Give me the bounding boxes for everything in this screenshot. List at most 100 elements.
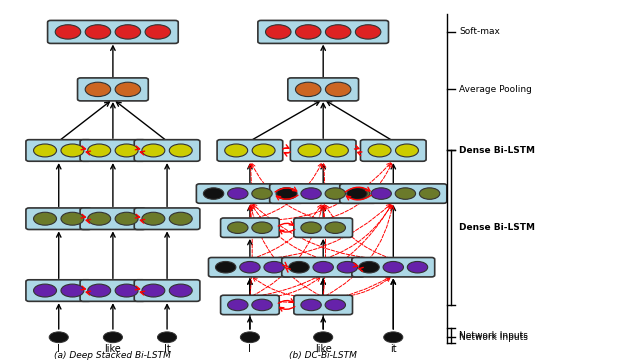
FancyBboxPatch shape	[294, 295, 353, 315]
Circle shape	[337, 261, 358, 273]
Circle shape	[325, 82, 351, 97]
FancyBboxPatch shape	[77, 78, 148, 101]
Circle shape	[240, 261, 260, 273]
Text: like: like	[104, 344, 121, 354]
FancyBboxPatch shape	[269, 184, 377, 203]
Circle shape	[103, 332, 122, 343]
FancyBboxPatch shape	[352, 257, 435, 277]
Circle shape	[301, 222, 321, 233]
FancyBboxPatch shape	[291, 140, 356, 161]
Text: It: It	[164, 344, 170, 354]
FancyBboxPatch shape	[134, 208, 200, 230]
Circle shape	[301, 188, 321, 199]
FancyBboxPatch shape	[47, 20, 178, 43]
Circle shape	[276, 188, 297, 199]
FancyBboxPatch shape	[209, 257, 291, 277]
FancyBboxPatch shape	[221, 218, 279, 237]
Circle shape	[296, 25, 321, 39]
Circle shape	[252, 299, 272, 311]
Text: it: it	[390, 344, 397, 354]
FancyBboxPatch shape	[360, 140, 426, 161]
Circle shape	[325, 144, 348, 157]
FancyBboxPatch shape	[221, 295, 279, 315]
Circle shape	[395, 188, 415, 199]
FancyBboxPatch shape	[80, 280, 146, 301]
Circle shape	[298, 144, 321, 157]
Circle shape	[359, 261, 380, 273]
Circle shape	[115, 144, 138, 157]
Circle shape	[349, 188, 370, 199]
Circle shape	[170, 212, 192, 225]
Circle shape	[313, 261, 333, 273]
Text: I: I	[248, 344, 252, 354]
Circle shape	[228, 222, 248, 233]
Circle shape	[142, 212, 165, 225]
Circle shape	[371, 188, 392, 199]
Circle shape	[115, 284, 138, 297]
Circle shape	[368, 144, 391, 157]
Circle shape	[157, 332, 177, 343]
Circle shape	[264, 261, 284, 273]
Circle shape	[204, 188, 224, 199]
Text: Soft-max: Soft-max	[459, 28, 500, 37]
Circle shape	[228, 188, 248, 199]
Circle shape	[301, 299, 321, 311]
Circle shape	[115, 25, 141, 39]
Text: Network Inputs: Network Inputs	[459, 333, 528, 342]
FancyBboxPatch shape	[26, 140, 92, 161]
Text: Dense Bi-LSTM: Dense Bi-LSTM	[459, 223, 535, 232]
Circle shape	[115, 82, 141, 97]
Text: Network Inputs: Network Inputs	[459, 331, 528, 340]
Circle shape	[170, 284, 192, 297]
Circle shape	[170, 144, 192, 157]
Circle shape	[33, 284, 56, 297]
Text: like: like	[315, 344, 332, 354]
Circle shape	[266, 25, 291, 39]
Circle shape	[61, 284, 84, 297]
FancyBboxPatch shape	[80, 208, 146, 230]
Circle shape	[325, 222, 346, 233]
Circle shape	[61, 212, 84, 225]
Circle shape	[252, 188, 272, 199]
FancyBboxPatch shape	[80, 140, 146, 161]
Circle shape	[407, 261, 428, 273]
Circle shape	[241, 332, 259, 343]
Circle shape	[325, 188, 346, 199]
Text: Dense Bi-LSTM: Dense Bi-LSTM	[459, 146, 535, 155]
Circle shape	[55, 25, 81, 39]
Circle shape	[33, 144, 56, 157]
Circle shape	[252, 144, 275, 157]
FancyBboxPatch shape	[134, 140, 200, 161]
Circle shape	[88, 144, 111, 157]
Circle shape	[85, 82, 111, 97]
Circle shape	[88, 212, 111, 225]
Circle shape	[252, 222, 272, 233]
Circle shape	[216, 261, 236, 273]
Circle shape	[396, 144, 419, 157]
FancyBboxPatch shape	[288, 78, 358, 101]
Circle shape	[49, 332, 68, 343]
Circle shape	[228, 299, 248, 311]
Text: Average Pooling: Average Pooling	[459, 85, 532, 94]
Circle shape	[296, 82, 321, 97]
FancyBboxPatch shape	[26, 208, 92, 230]
FancyBboxPatch shape	[217, 140, 283, 161]
Circle shape	[33, 212, 56, 225]
Circle shape	[384, 332, 403, 343]
Circle shape	[142, 284, 165, 297]
Circle shape	[85, 25, 111, 39]
Circle shape	[347, 188, 367, 199]
Circle shape	[355, 25, 381, 39]
FancyBboxPatch shape	[134, 280, 200, 301]
Text: (a) Deep Stacked Bi-LSTM: (a) Deep Stacked Bi-LSTM	[54, 351, 172, 360]
Circle shape	[419, 188, 440, 199]
Circle shape	[225, 144, 248, 157]
Text: I: I	[58, 344, 60, 354]
Circle shape	[314, 332, 333, 343]
Circle shape	[115, 212, 138, 225]
FancyBboxPatch shape	[26, 280, 92, 301]
FancyBboxPatch shape	[258, 20, 388, 43]
Circle shape	[383, 261, 403, 273]
Circle shape	[325, 299, 346, 311]
Circle shape	[325, 25, 351, 39]
